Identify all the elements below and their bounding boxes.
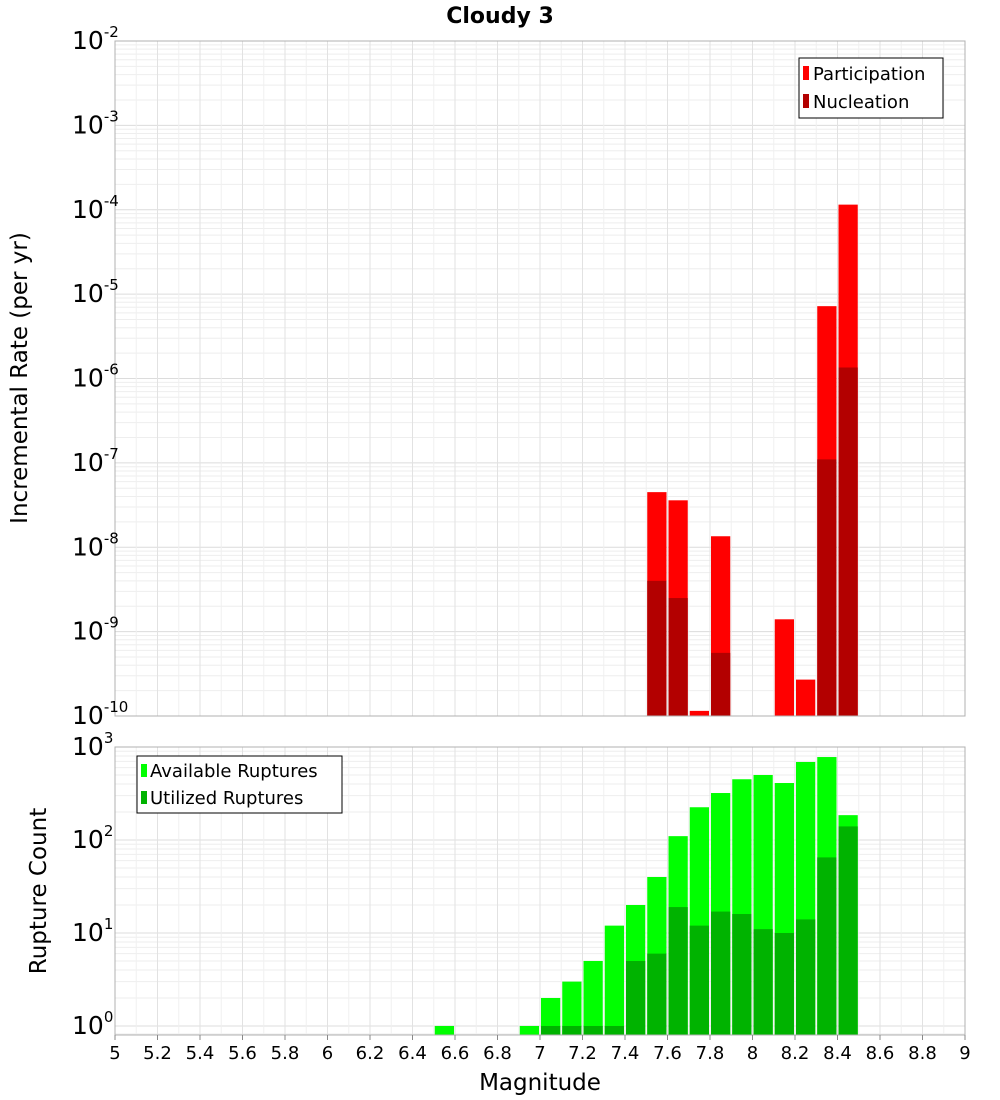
x-tick-label: 7	[534, 1043, 545, 1064]
legend-label-nucleation: Nucleation	[813, 92, 909, 113]
bottom-legend-box	[136, 755, 343, 814]
x-tick-label: 7.4	[611, 1043, 640, 1064]
top-y-tick-label: 10-3	[72, 107, 119, 139]
participation-bar	[689, 710, 709, 716]
legend-label-available: Available Ruptures	[150, 761, 318, 782]
top-legend-box	[798, 57, 944, 119]
participation-bar	[796, 679, 816, 716]
legend-label-utilized: Utilized Ruptures	[150, 788, 303, 809]
utilized-ruptures-bar	[541, 1025, 561, 1035]
legend-swatch-nucleation	[803, 94, 809, 108]
top-y-tick-label: 10-10	[72, 698, 128, 730]
utilized-ruptures-bar	[817, 857, 837, 1035]
nucleation-bar	[647, 580, 667, 716]
x-tick-label: 6.6	[441, 1043, 470, 1064]
utilized-ruptures-bar	[838, 826, 858, 1035]
top-y-tick-label: 10-6	[72, 361, 119, 393]
utilized-ruptures-bar	[626, 960, 646, 1035]
x-tick-label: 7.6	[653, 1043, 682, 1064]
top-plot-frame	[114, 40, 966, 717]
top-y-tick-label: 10-7	[72, 445, 119, 477]
utilized-ruptures-bar	[774, 932, 794, 1035]
x-tick-labels: 5 5.2 5.4 5.6 5.8 6 6.2 6.4 6.6 6.8 7 7.2 7.4 7.6 7.8 8…	[109, 1035, 971, 1064]
top-y-tick-labels: 10-2 10-3 10-4 10-5 10-6 10-7 10-8 10-9 10-10	[72, 23, 128, 730]
available-ruptures-bar	[583, 960, 603, 1035]
utilized-ruptures-bar	[562, 1025, 582, 1035]
x-tick-label: 9	[959, 1043, 970, 1064]
top-y-tick-label: 10-9	[72, 614, 119, 646]
top-y-tick-label: 10-8	[72, 529, 119, 561]
utilized-ruptures-bar	[668, 907, 688, 1035]
x-axis-label: Magnitude	[479, 1070, 601, 1096]
bottom-y-tick-label: 100	[72, 1008, 113, 1040]
utilized-ruptures-bar	[796, 919, 816, 1035]
chart-title: Cloudy 3	[446, 4, 554, 29]
available-ruptures-bar	[604, 925, 624, 1035]
bottom-y-tick-labels: 103 102 101 100	[72, 729, 113, 1040]
x-tick-label: 6.2	[356, 1043, 385, 1064]
top-y-tick-label: 10-4	[72, 192, 119, 224]
x-tick-label: 5.6	[228, 1043, 257, 1064]
x-tick-label: 5.2	[143, 1043, 172, 1064]
utilized-ruptures-bar	[753, 929, 773, 1035]
x-tick-label: 8.6	[866, 1043, 895, 1064]
top-y-tick-label: 10-2	[72, 23, 119, 55]
top-y-tick-label: 10-5	[72, 276, 119, 308]
nucleation-bar	[838, 367, 858, 716]
top-y-axis-label: Incremental Rate (per yr)	[7, 232, 33, 524]
nucleation-bar	[817, 459, 837, 716]
utilized-ruptures-bar	[647, 953, 667, 1035]
x-tick-label: 6.4	[398, 1043, 427, 1064]
x-tick-label: 8.8	[908, 1043, 937, 1064]
available-ruptures-bar	[434, 1025, 454, 1035]
utilized-ruptures-bar	[711, 911, 731, 1035]
bottom-bars	[434, 757, 858, 1035]
x-tick-label: 7.8	[696, 1043, 725, 1064]
nucleation-bar	[668, 598, 688, 716]
participation-bar	[774, 619, 794, 716]
x-tick-label: 8.2	[781, 1043, 810, 1064]
legend-swatch-available	[141, 764, 147, 777]
bottom-y-tick-label: 101	[72, 915, 113, 947]
legend-label-participation: Participation	[813, 64, 925, 85]
x-tick-label: 5.8	[271, 1043, 300, 1064]
available-ruptures-bar	[541, 997, 561, 1035]
bottom-y-tick-label: 103	[72, 729, 113, 761]
x-tick-label: 8.4	[823, 1043, 852, 1064]
legend-swatch-utilized	[141, 791, 147, 804]
x-tick-label: 8	[747, 1043, 758, 1064]
x-tick-label: 7.2	[568, 1043, 597, 1064]
available-ruptures-bar	[562, 981, 582, 1035]
utilized-ruptures-bar	[604, 1025, 624, 1035]
x-tick-label: 5	[109, 1043, 120, 1064]
available-ruptures-bar	[519, 1025, 539, 1035]
utilized-ruptures-bar	[689, 925, 709, 1035]
legend-swatch-participation	[803, 66, 809, 80]
top-gridlines	[114, 41, 966, 717]
top-bars	[647, 204, 858, 717]
bottom-legend: Available Ruptures Utilized Ruptures	[136, 755, 343, 814]
utilized-ruptures-bar	[732, 914, 752, 1035]
nucleation-bar	[711, 652, 731, 716]
x-tick-label: 5.4	[186, 1043, 215, 1064]
x-tick-label: 6	[322, 1043, 333, 1064]
bottom-panel: 103 102 101 100 5 5.2 5.4 5.6 5.8 6 6.2 6.4 6.6 6.8 7…	[26, 729, 971, 1096]
top-panel: 10-2 10-3 10-4 10-5 10-6 10-7 10-8 10-9 10-10 In…	[7, 23, 966, 730]
utilized-ruptures-bar	[583, 1025, 603, 1035]
top-legend: Participation Nucleation	[798, 57, 944, 119]
bottom-y-axis-label: Rupture Count	[26, 808, 52, 974]
x-tick-label: 6.8	[483, 1043, 512, 1064]
bottom-y-tick-label: 102	[72, 822, 113, 854]
